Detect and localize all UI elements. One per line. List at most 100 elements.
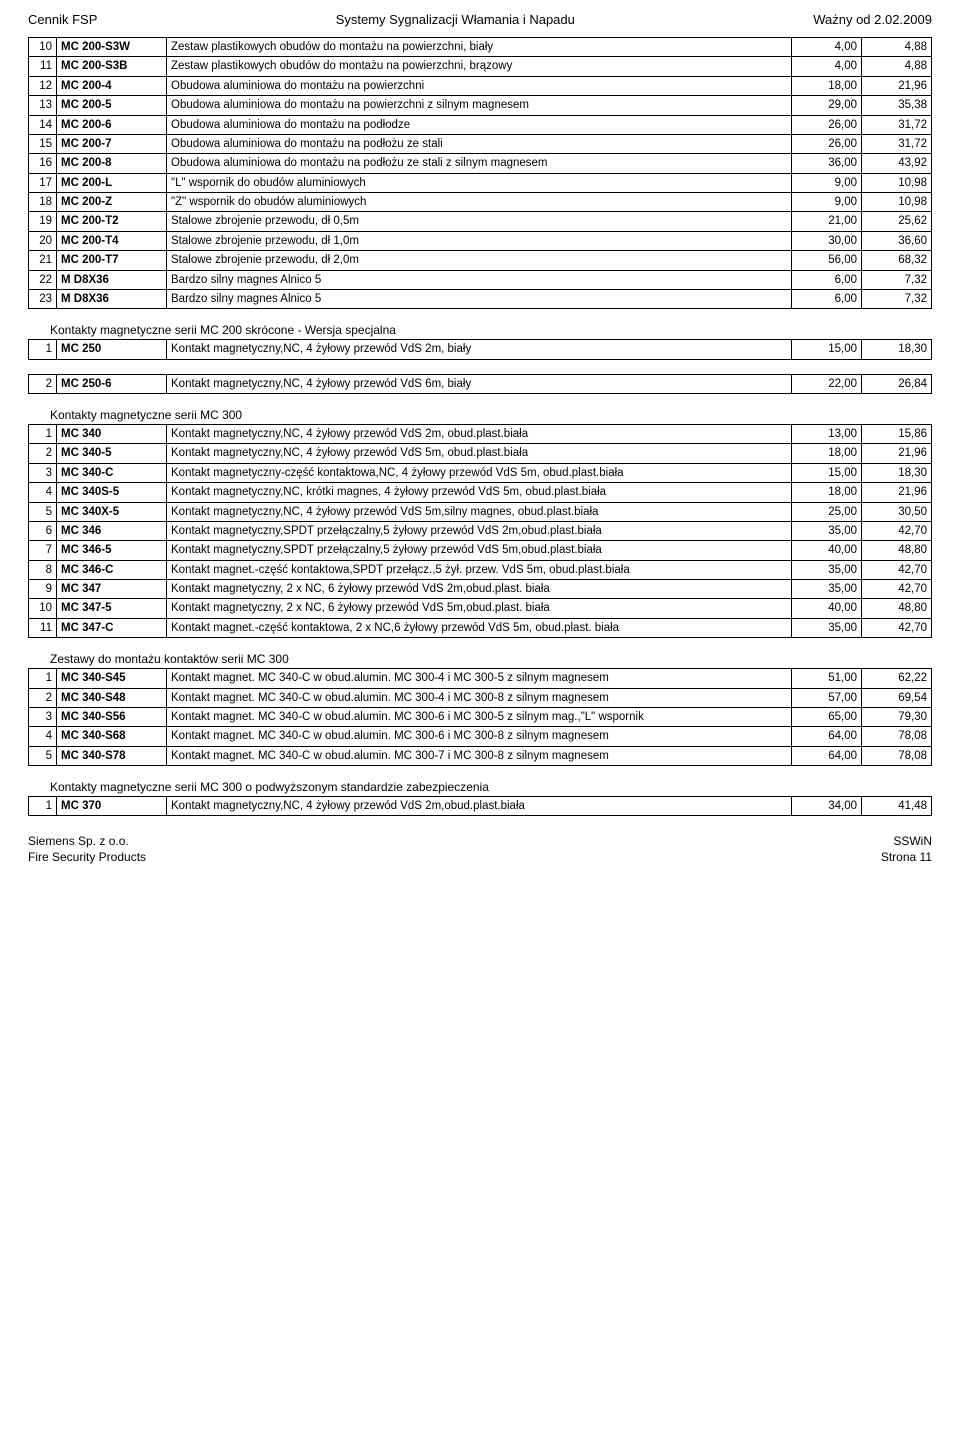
table-row: 9MC 347Kontakt magnetyczny, 2 x NC, 6 ży… (29, 580, 932, 599)
table-row: 15MC 200-7Obudowa aluminiowa do montażu … (29, 134, 932, 153)
product-code: MC 346-5 (57, 541, 167, 560)
product-code: MC 200-S3W (57, 38, 167, 57)
row-index: 4 (29, 483, 57, 502)
price-gross: 48,80 (862, 541, 932, 560)
product-description: Kontakt magnet. MC 340-C w obud.alumin. … (167, 746, 792, 765)
price-net: 26,00 (792, 134, 862, 153)
price-net: 13,00 (792, 425, 862, 444)
header-center: Systemy Sygnalizacji Włamania i Napadu (336, 12, 575, 27)
table-row: 3MC 340-CKontakt magnetyczny-część konta… (29, 463, 932, 482)
row-index: 2 (29, 688, 57, 707)
price-table: 1MC 340-S45Kontakt magnet. MC 340-C w ob… (28, 668, 932, 766)
price-net: 57,00 (792, 688, 862, 707)
price-gross: 4,88 (862, 57, 932, 76)
price-net: 18,00 (792, 444, 862, 463)
product-description: Obudowa aluminiowa do montażu na podłodz… (167, 115, 792, 134)
price-gross: 69,54 (862, 688, 932, 707)
table-row: 18MC 200-Z"Z" wspornik do obudów alumini… (29, 193, 932, 212)
price-gross: 7,32 (862, 270, 932, 289)
price-net: 35,00 (792, 521, 862, 540)
table-row: 11MC 347-CKontakt magnet.-część kontakto… (29, 618, 932, 637)
product-code: MC 250 (57, 340, 167, 359)
product-code: MC 340X-5 (57, 502, 167, 521)
table-row: 22M D8X36Bardzo silny magnes Alnico 56,0… (29, 270, 932, 289)
price-net: 18,00 (792, 483, 862, 502)
header-left: Cennik FSP (28, 12, 97, 27)
price-gross: 31,72 (862, 134, 932, 153)
table-row: 2MC 340-5Kontakt magnetyczny,NC, 4 żyłow… (29, 444, 932, 463)
price-net: 29,00 (792, 96, 862, 115)
row-index: 21 (29, 251, 57, 270)
price-net: 4,00 (792, 38, 862, 57)
table-row: 8MC 346-CKontakt magnet.-część kontaktow… (29, 560, 932, 579)
table-row: 4MC 340S-5Kontakt magnetyczny,NC, krótki… (29, 483, 932, 502)
product-description: Kontakt magnetyczny,SPDT przełączalny,5 … (167, 541, 792, 560)
row-index: 20 (29, 231, 57, 250)
product-code: MC 340S-5 (57, 483, 167, 502)
product-code: MC 340-S78 (57, 746, 167, 765)
table-row: 17MC 200-L"L" wspornik do obudów alumini… (29, 173, 932, 192)
row-index: 11 (29, 618, 57, 637)
product-description: Bardzo silny magnes Alnico 5 (167, 270, 792, 289)
price-net: 22,00 (792, 374, 862, 393)
table-row: 19MC 200-T2Stalowe zbrojenie przewodu, d… (29, 212, 932, 231)
price-net: 35,00 (792, 618, 862, 637)
price-net: 64,00 (792, 746, 862, 765)
product-code: MC 340-5 (57, 444, 167, 463)
product-description: "Z" wspornik do obudów aluminiowych (167, 193, 792, 212)
table-row: 16MC 200-8Obudowa aluminiowa do montażu … (29, 154, 932, 173)
table-row: 5MC 340-S78Kontakt magnet. MC 340-C w ob… (29, 746, 932, 765)
price-net: 64,00 (792, 727, 862, 746)
price-gross: 21,96 (862, 76, 932, 95)
row-index: 5 (29, 502, 57, 521)
table-row: 2MC 250-6Kontakt magnetyczny,NC, 4 żyłow… (29, 374, 932, 393)
table-row: 1MC 340-S45Kontakt magnet. MC 340-C w ob… (29, 669, 932, 688)
row-index: 15 (29, 134, 57, 153)
table-row: 20MC 200-T4Stalowe zbrojenie przewodu, d… (29, 231, 932, 250)
product-code: MC 200-8 (57, 154, 167, 173)
row-index: 1 (29, 340, 57, 359)
price-net: 34,00 (792, 797, 862, 816)
price-gross: 15,86 (862, 425, 932, 444)
product-description: Kontakt magnet. MC 340-C w obud.alumin. … (167, 727, 792, 746)
row-index: 6 (29, 521, 57, 540)
product-description: Obudowa aluminiowa do montażu na powierz… (167, 76, 792, 95)
price-gross: 42,70 (862, 560, 932, 579)
row-index: 9 (29, 580, 57, 599)
price-net: 56,00 (792, 251, 862, 270)
price-net: 35,00 (792, 560, 862, 579)
product-description: Kontakt magnet.-część kontaktowa, 2 x NC… (167, 618, 792, 637)
product-code: MC 200-L (57, 173, 167, 192)
product-description: Kontakt magnet. MC 340-C w obud.alumin. … (167, 669, 792, 688)
product-code: MC 200-4 (57, 76, 167, 95)
price-net: 15,00 (792, 463, 862, 482)
price-gross: 21,96 (862, 444, 932, 463)
price-gross: 79,30 (862, 707, 932, 726)
price-table: 2MC 250-6Kontakt magnetyczny,NC, 4 żyłow… (28, 374, 932, 394)
price-table: 10MC 200-S3WZestaw plastikowych obudów d… (28, 37, 932, 309)
row-index: 10 (29, 38, 57, 57)
product-description: Stalowe zbrojenie przewodu, dł 2,0m (167, 251, 792, 270)
product-description: Obudowa aluminiowa do montażu na podłożu… (167, 154, 792, 173)
page-footer: Siemens Sp. z o.o. Fire Security Product… (28, 834, 932, 865)
product-description: Obudowa aluminiowa do montażu na podłożu… (167, 134, 792, 153)
row-index: 1 (29, 425, 57, 444)
section-title: Zestawy do montażu kontaktów serii MC 30… (50, 652, 932, 666)
row-index: 23 (29, 289, 57, 308)
row-index: 3 (29, 463, 57, 482)
table-row: 4MC 340-S68Kontakt magnet. MC 340-C w ob… (29, 727, 932, 746)
price-net: 6,00 (792, 289, 862, 308)
row-index: 3 (29, 707, 57, 726)
product-description: Kontakt magnetyczny, 2 x NC, 6 żyłowy pr… (167, 580, 792, 599)
table-row: 3MC 340-S56Kontakt magnet. MC 340-C w ob… (29, 707, 932, 726)
price-net: 18,00 (792, 76, 862, 95)
product-code: MC 340-S56 (57, 707, 167, 726)
row-index: 5 (29, 746, 57, 765)
page-header: Cennik FSP Systemy Sygnalizacji Włamania… (28, 12, 932, 27)
product-code: MC 200-T4 (57, 231, 167, 250)
row-index: 17 (29, 173, 57, 192)
price-gross: 25,62 (862, 212, 932, 231)
price-gross: 43,92 (862, 154, 932, 173)
product-code: MC 200-6 (57, 115, 167, 134)
price-net: 6,00 (792, 270, 862, 289)
